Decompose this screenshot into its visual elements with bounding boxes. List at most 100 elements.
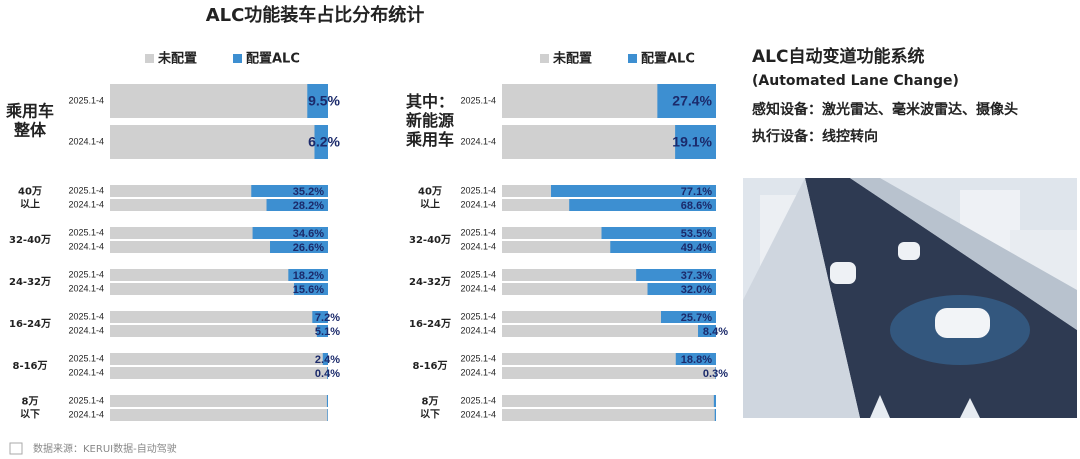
bar	[714, 409, 716, 421]
bar	[647, 283, 716, 295]
period-label: 2025.1-4	[68, 269, 104, 279]
bar-track	[110, 367, 328, 379]
bar	[657, 84, 716, 118]
bar	[266, 199, 328, 211]
bar	[312, 311, 328, 323]
bar	[569, 199, 716, 211]
value-label: 0.4%	[315, 368, 340, 380]
group-label: 8万	[22, 396, 39, 408]
value-label: 25.7%	[681, 312, 712, 324]
bar	[293, 283, 328, 295]
value-label: 18.8%	[681, 354, 712, 366]
bar	[270, 241, 328, 253]
bar-track	[502, 367, 716, 379]
bar	[661, 311, 716, 323]
period-label: 2025.1-4	[460, 395, 496, 405]
period-label: 2025.1-4	[68, 227, 104, 237]
value-label: 5.1%	[315, 326, 340, 338]
source: 数据来源：KERUI数据-自动驾驶	[33, 442, 177, 455]
value-label: 37.3%	[681, 270, 712, 282]
group-label: 40万	[18, 186, 42, 198]
bar-track	[502, 325, 716, 337]
bar	[251, 185, 328, 197]
group-label: 新能源	[406, 111, 454, 130]
value-label: 49.4%	[681, 242, 712, 254]
bar-track	[502, 395, 716, 407]
info-title: ALC自动变道功能系统	[752, 46, 924, 67]
period-label: 2024.1-4	[460, 409, 496, 419]
bar	[322, 353, 328, 365]
source-icon	[9, 442, 23, 455]
value-label: 53.5%	[681, 228, 712, 240]
group-label: 以下	[420, 409, 440, 421]
group-label: 整体	[13, 121, 47, 140]
group-label: 8万	[422, 396, 439, 408]
bar	[316, 325, 328, 337]
period-label: 2024.1-4	[68, 325, 104, 335]
bar	[713, 395, 716, 407]
group-label: 以上	[20, 198, 40, 211]
info-line: 感知设备：激光雷达、毫米波雷达、摄像头	[752, 101, 1018, 118]
period-label: 2024.1-4	[460, 367, 496, 377]
period-label: 2024.1-4	[68, 367, 104, 377]
period-label: 2025.1-4	[68, 95, 104, 105]
period-label: 2024.1-4	[460, 199, 496, 209]
bar	[698, 325, 716, 337]
legend-swatch	[233, 54, 242, 63]
group-label: 8-16万	[12, 360, 47, 372]
value-label: 34.6%	[293, 228, 324, 240]
period-label: 2024.1-4	[460, 136, 496, 146]
value-label: 19.1%	[672, 134, 712, 150]
value-label: 35.2%	[293, 186, 324, 198]
group-label: 16-24万	[9, 318, 51, 330]
period-label: 2024.1-4	[460, 325, 496, 335]
bar-track	[110, 325, 328, 337]
period-label: 2025.1-4	[68, 185, 104, 195]
bar	[636, 269, 716, 281]
value-label: 32.0%	[681, 284, 712, 296]
period-label: 2024.1-4	[68, 283, 104, 293]
bar-track	[110, 353, 328, 365]
bar-track	[110, 395, 328, 407]
period-label: 2024.1-4	[460, 241, 496, 251]
group-label: 24-32万	[409, 276, 451, 288]
value-label: 77.1%	[681, 186, 712, 198]
bar-track	[502, 353, 716, 365]
bar	[601, 227, 716, 239]
period-label: 2025.1-4	[460, 185, 496, 195]
value-label: 0.3%	[703, 368, 728, 380]
group-label: 16-24万	[409, 318, 451, 330]
bar	[307, 84, 328, 118]
bar	[327, 409, 328, 421]
group-label: 其中：	[406, 92, 454, 111]
group-label: 24-32万	[9, 276, 51, 288]
group-label: 40万	[418, 186, 442, 198]
value-label: 2.4%	[315, 354, 340, 366]
bar	[675, 125, 716, 159]
period-label: 2025.1-4	[460, 227, 496, 237]
bar-track	[110, 409, 328, 421]
value-label: 26.6%	[293, 242, 324, 254]
period-label: 2024.1-4	[460, 283, 496, 293]
bar	[288, 269, 328, 281]
period-label: 2025.1-4	[68, 311, 104, 321]
value-label: 8.4%	[703, 326, 728, 338]
group-label: 32-40万	[409, 234, 451, 246]
bar	[327, 367, 328, 379]
value-label: 7.2%	[315, 312, 340, 324]
legend-label: 未配置	[552, 51, 592, 67]
info-subtitle: (Automated Lane Change)	[752, 73, 959, 89]
value-label: 18.2%	[293, 270, 324, 282]
value-label: 9.5%	[308, 93, 340, 109]
period-label: 2025.1-4	[68, 353, 104, 363]
bar	[675, 353, 716, 365]
legend-label: 配置ALC	[641, 52, 695, 67]
illustration	[743, 178, 1077, 418]
bar-track	[110, 84, 328, 118]
bar	[610, 241, 716, 253]
group-label: 乘用车	[405, 130, 454, 149]
legend-swatch	[540, 54, 549, 63]
value-label: 15.6%	[293, 284, 324, 296]
title: ALC功能装车占比分布统计	[206, 4, 425, 26]
